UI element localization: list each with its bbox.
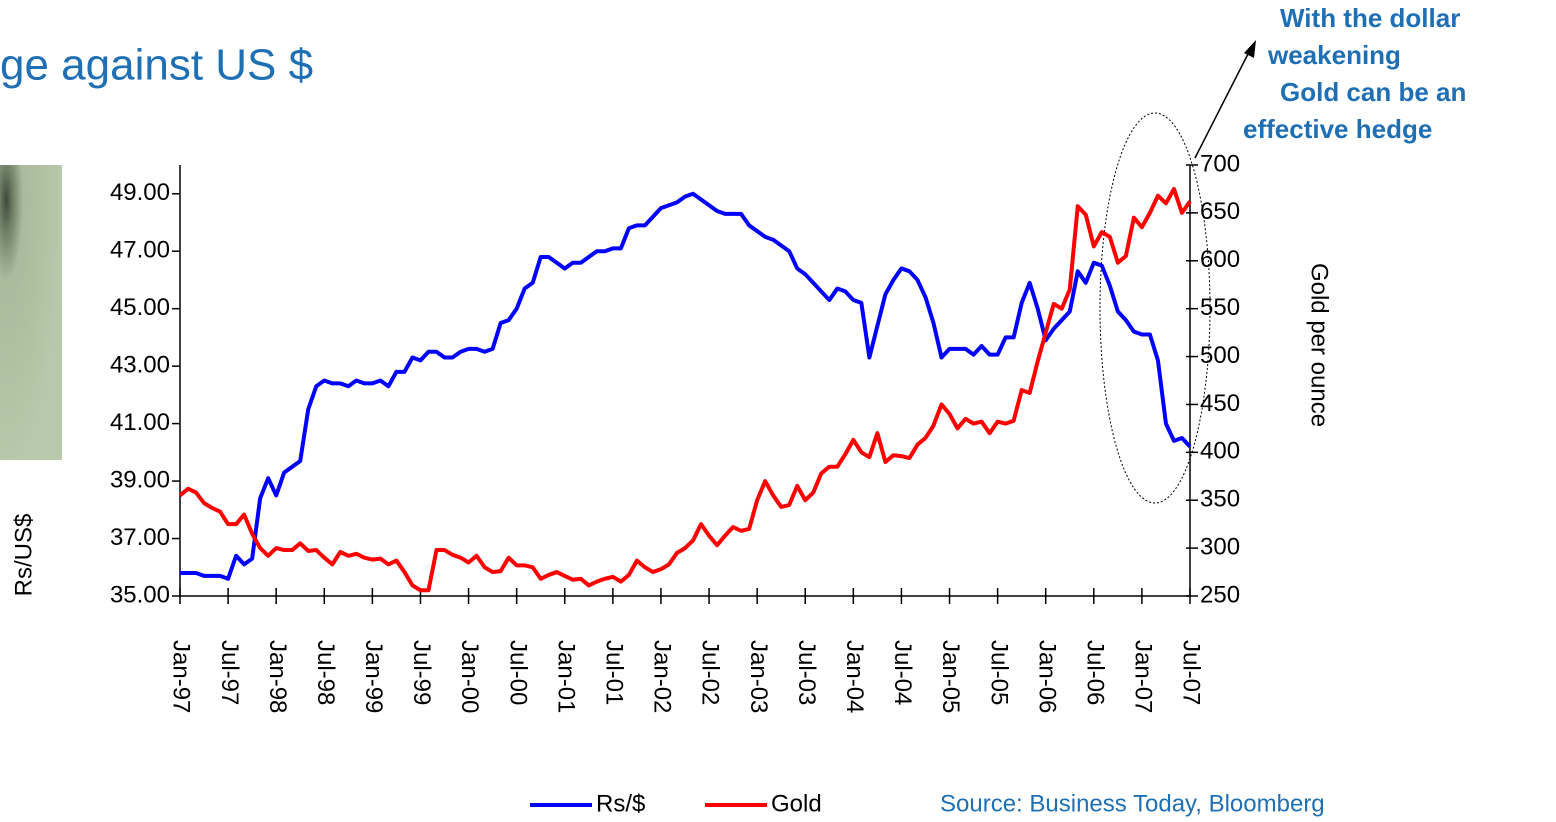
x-tick-label: Jul-97: [216, 640, 243, 705]
x-tick-label: Jul-98: [312, 640, 339, 705]
y2-tick-label: 300: [1200, 533, 1240, 560]
y-tick-label: 43.00: [110, 351, 170, 378]
annotation: Gold can be an: [1280, 77, 1466, 107]
y2-tick-label: 500: [1200, 342, 1240, 369]
x-tick-label: Jan-04: [841, 640, 868, 713]
x-tick-label: Jul-04: [889, 640, 916, 705]
y2-tick-label: 600: [1200, 246, 1240, 273]
y-tick-label: 45.00: [110, 294, 170, 321]
y2-tick-label: 350: [1200, 486, 1240, 513]
source: Source: Business Today, Bloomberg: [940, 790, 1325, 817]
x-tick-label: Jan-07: [1130, 640, 1157, 713]
x-tick-label: Jul-07: [1178, 640, 1205, 705]
x-tick-label: Jan-02: [649, 640, 676, 713]
x-tick-label: Jul-06: [1081, 640, 1108, 705]
x-tick-label: Jan-97: [168, 640, 195, 713]
annotation: weakening: [1267, 40, 1401, 70]
x-tick-label: Jan-05: [937, 640, 964, 713]
x-tick-label: Jul-01: [601, 640, 628, 705]
y2-tick-label: 700: [1200, 150, 1240, 177]
x-tick-label: Jul-03: [793, 640, 820, 705]
x-tick-label: Jul-02: [697, 640, 724, 705]
chart-title: ge against US $: [0, 41, 313, 90]
y2-tick-label: 400: [1200, 438, 1240, 465]
chart: ge against US $ Rs/US$ Gold per ounce So…: [0, 0, 1556, 822]
x-tick-label: Jan-99: [360, 640, 387, 713]
x-tick-label: Jan-06: [1033, 640, 1060, 713]
series-line: [180, 189, 1190, 590]
annotation: effective hedge: [1243, 114, 1432, 144]
y-axis-label: Rs/US$: [10, 514, 37, 597]
series-line: [180, 194, 1190, 579]
x-tick-label: Jan-00: [456, 640, 483, 713]
legend-label: Rs/$: [596, 790, 645, 817]
legend-label: Gold: [771, 790, 822, 817]
x-tick-label: Jul-00: [504, 640, 531, 705]
x-tick-label: Jan-98: [264, 640, 291, 713]
y2-tick-label: 650: [1200, 198, 1240, 225]
x-tick-label: Jul-05: [985, 640, 1012, 705]
y-tick-label: 47.00: [110, 237, 170, 264]
y-tick-label: 41.00: [110, 409, 170, 436]
arrow-head: [1244, 40, 1256, 58]
y-tick-label: 39.00: [110, 466, 170, 493]
y2-tick-label: 450: [1200, 390, 1240, 417]
y2-tick-label: 250: [1200, 581, 1240, 608]
photo: [0, 165, 62, 460]
y2-axis-label: Gold per ounce: [1306, 263, 1333, 427]
y-tick-label: 35.00: [110, 581, 170, 608]
arrow: [1195, 50, 1250, 158]
y-tick-label: 37.00: [110, 524, 170, 551]
x-tick-label: Jan-01: [552, 640, 579, 713]
y2-tick-label: 550: [1200, 294, 1240, 321]
x-tick-label: Jan-03: [745, 640, 772, 713]
x-tick-label: Jul-99: [408, 640, 435, 705]
y-tick-label: 49.00: [110, 179, 170, 206]
annotation: With the dollar: [1280, 3, 1460, 33]
